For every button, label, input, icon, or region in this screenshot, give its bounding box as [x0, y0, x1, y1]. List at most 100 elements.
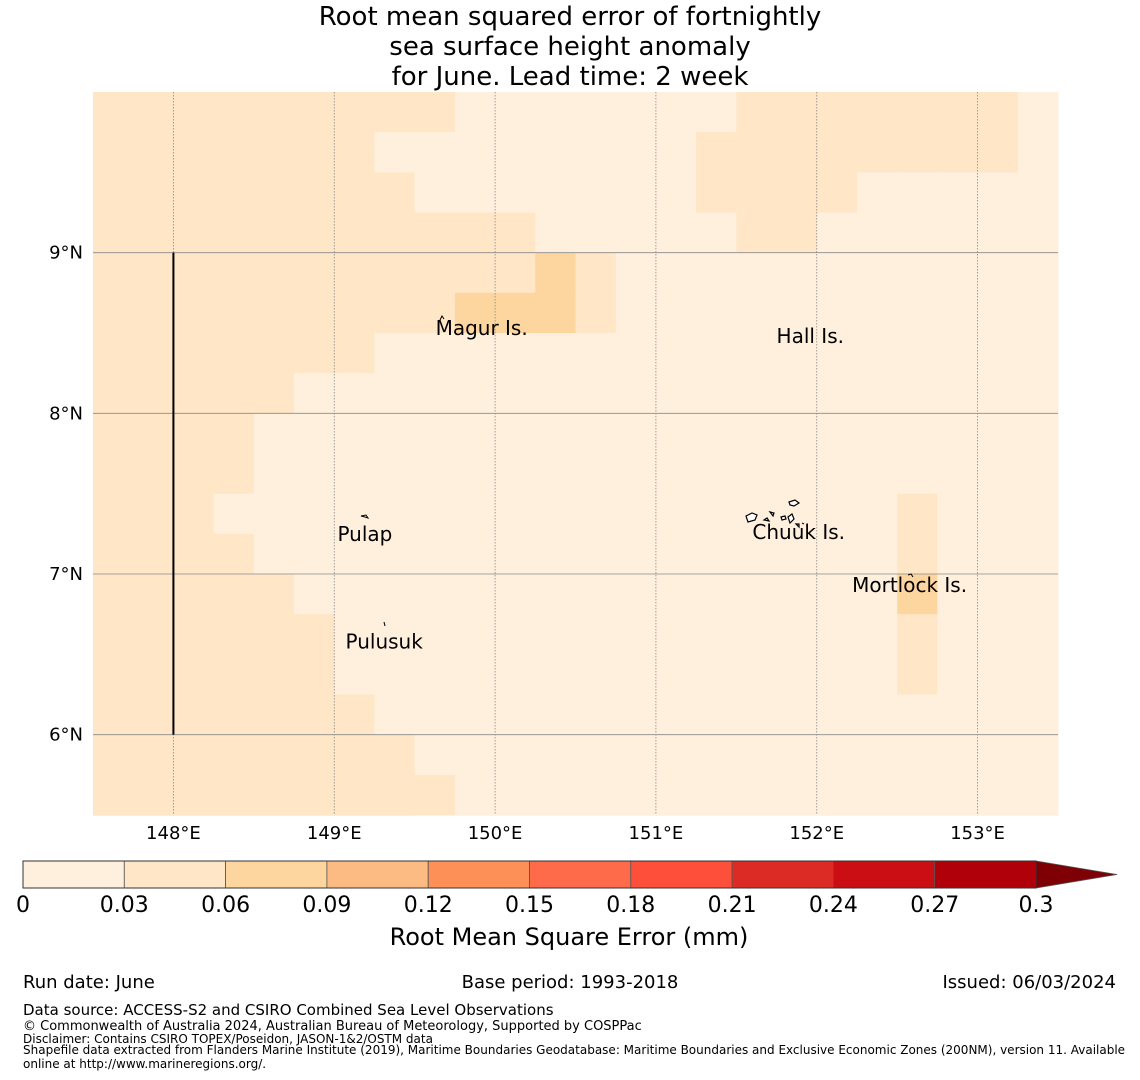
grid-cell [454, 373, 496, 414]
grid-cell [93, 252, 134, 294]
grid-cell [253, 212, 295, 254]
grid-cell [897, 92, 938, 133]
grid-cell [696, 654, 737, 696]
grid-cell [696, 252, 737, 294]
colorbar-extend-arrow [1035, 860, 1118, 889]
grid-cell [977, 453, 1019, 495]
place-label: Pulusuk [346, 629, 424, 653]
magur-hall-marker [801, 522, 805, 525]
grid-cell [696, 132, 737, 173]
grid-cell [856, 734, 898, 776]
colorbar-segment [630, 860, 733, 889]
grid-cell [133, 132, 175, 173]
grid-cell [937, 694, 979, 736]
grid-cell [294, 815, 335, 816]
grid-cell [575, 654, 617, 696]
grid-cell [93, 493, 134, 535]
grid-cell [253, 654, 295, 696]
grid-cell [495, 815, 536, 816]
grid-cell [414, 533, 456, 575]
grid-cell [173, 774, 215, 816]
grid-cell [1017, 493, 1059, 535]
grid-cell [575, 694, 617, 736]
grid-cell [736, 172, 778, 214]
grid-cell [374, 614, 416, 655]
colorbar-title: Root Mean Square Error (mm) [390, 923, 749, 951]
colorbar-tick-label: 0.24 [809, 893, 858, 918]
grid-cell [414, 774, 456, 816]
grid-cell [937, 574, 979, 615]
grid-cell [937, 212, 979, 254]
grid-cell [495, 774, 536, 816]
grid-cell [776, 493, 818, 535]
grid-cell [736, 614, 778, 655]
grid-cell [495, 373, 536, 414]
grid-cell [736, 654, 778, 696]
lon-tick-label: 148°E [146, 823, 201, 844]
grid-cell [736, 574, 778, 615]
grid-cell [495, 574, 536, 615]
grid-cell [655, 453, 697, 495]
grid-cell [655, 132, 697, 173]
grid-cell [93, 453, 134, 495]
grid-cell [1017, 734, 1059, 776]
title-line-2: sea surface height anomaly [389, 32, 751, 62]
grid-cell [374, 132, 416, 173]
colorbar-segment [123, 860, 227, 889]
grid-cell [535, 292, 577, 334]
lon-tick-label: 153°E [950, 823, 1005, 844]
colorbar-tick-label: 0.21 [708, 893, 757, 918]
grid-cell [253, 373, 295, 414]
grid-cell [173, 92, 215, 133]
grid-cell [696, 333, 737, 374]
grid-cell [655, 694, 697, 736]
grid-cell [133, 614, 175, 655]
shapefile-credit-text: Shapefile data extracted from Flanders M… [23, 1043, 1126, 1071]
grid-cell [93, 815, 134, 816]
colorbar-tick-label: 0.09 [302, 893, 351, 918]
grid-cell [213, 694, 255, 736]
colorbar-tick-label: 0.3 [1019, 893, 1054, 918]
grid-cell [897, 212, 938, 254]
grid-cell [374, 815, 416, 816]
grid-cell [615, 734, 657, 776]
grid-cell [213, 453, 255, 495]
grid-cell [213, 172, 255, 214]
grid-cell [213, 373, 255, 414]
grid-cell [133, 92, 175, 133]
lon-tick-label: 149°E [307, 823, 362, 844]
grid-cell [213, 212, 255, 254]
place-label: Chuuk Is. [752, 520, 845, 544]
colorbar-segment [833, 860, 936, 889]
grid-cell [414, 292, 456, 334]
grid-cell [334, 614, 376, 655]
grid-cell [495, 734, 536, 776]
grid-cell [615, 212, 657, 254]
grid-cell [1017, 373, 1059, 414]
grid-cell [856, 574, 898, 615]
grid-cell [655, 413, 697, 455]
grid-cell [655, 654, 697, 696]
title-line-3: for June. Lead time: 2 week [391, 62, 749, 92]
grid-cell [816, 413, 858, 455]
grid-cell [575, 292, 617, 334]
grid-cell [213, 132, 255, 173]
lat-tick-label: 9°N [49, 243, 83, 264]
grid-cell [173, 493, 215, 535]
grid-cell [454, 654, 496, 696]
grid-cell [454, 574, 496, 615]
grid-cell [615, 654, 657, 696]
grid-cell [897, 774, 938, 816]
grid-cell [575, 453, 617, 495]
grid-cell [856, 292, 898, 334]
grid-cell [776, 373, 818, 414]
grid-cell [816, 373, 858, 414]
grid-cell [977, 252, 1019, 294]
grid-cell [173, 333, 215, 374]
grid-cell [937, 292, 979, 334]
grid-cell [776, 533, 818, 575]
grid-cell [615, 172, 657, 214]
grid-cell [535, 815, 577, 816]
grid-cell [294, 333, 335, 374]
grid-cell [93, 333, 134, 374]
